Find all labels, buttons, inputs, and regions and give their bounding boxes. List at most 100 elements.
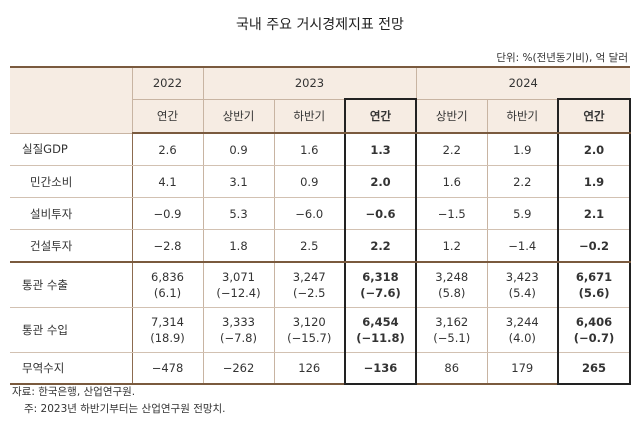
table-cell: 1.6 bbox=[416, 165, 487, 198]
period-header: 상반기 bbox=[202, 99, 274, 134]
cell-growth: (−12.4) bbox=[216, 286, 261, 300]
table-cell-highlight: −0.6 bbox=[344, 197, 417, 230]
table-cell-highlight: 1.3 bbox=[344, 133, 417, 166]
table-row: 통관 수입 7,314 (18.9) 3,333 (−7.8) 3,120 (−15.… bbox=[10, 307, 632, 353]
table-cell-highlight: 2.1 bbox=[556, 197, 632, 230]
table-cell-highlight: 6,318 (−7.6) bbox=[344, 262, 417, 308]
table-cell: 3,247 (−2.5 bbox=[273, 262, 345, 308]
table-cell: 2.2 bbox=[416, 133, 487, 166]
table-cell-highlight: 265 bbox=[556, 352, 632, 385]
table-cell: 1.2 bbox=[416, 229, 487, 263]
year-header-2023: 2023 bbox=[202, 67, 416, 100]
cell-growth: (5.4) bbox=[508, 286, 536, 300]
footnotes: 자료: 한국은행, 산업연구원. 주: 2023년 하반기부터는 산업연구원 전… bbox=[12, 384, 226, 418]
period-header: 하반기 bbox=[273, 99, 345, 134]
forecast-table: 2022 2023 2024 연간 상반기 하반기 연간 상반기 하반기 연간 … bbox=[10, 66, 632, 385]
cell-value: 6,318 bbox=[362, 270, 399, 284]
table-cell-highlight: 2.0 bbox=[344, 165, 417, 198]
table-cell: 3,244 (4.0) bbox=[486, 307, 558, 353]
table-cell: 3,162 (−5.1) bbox=[416, 307, 487, 353]
row-label: 통관 수입 bbox=[10, 307, 132, 353]
table-cell: −478 bbox=[131, 352, 203, 384]
table-cell: 3,248 (5.8) bbox=[416, 262, 487, 308]
year-header-row: 2022 2023 2024 bbox=[10, 67, 631, 134]
cell-value: 7,314 bbox=[151, 315, 184, 329]
table-cell: −262 bbox=[202, 352, 274, 384]
cell-value: 3,423 bbox=[505, 270, 539, 284]
table-cell-highlight: 2.0 bbox=[556, 133, 632, 166]
table-cell: 86 bbox=[444, 361, 460, 375]
cell-growth: (−2.5 bbox=[293, 286, 326, 300]
row-label: 통관 수출 bbox=[10, 262, 132, 308]
cell-value: 6,406 bbox=[575, 315, 613, 329]
table-row: 민간소비 4.1 3.1 0.9 2.0 1.6 2.2 1.9 bbox=[10, 165, 632, 198]
table-cell: 179 bbox=[486, 352, 558, 384]
row-label: 민간소비 bbox=[10, 165, 132, 198]
table-cell: 2.2 bbox=[486, 165, 558, 198]
table-cell: 3,071 (−12.4) bbox=[202, 262, 274, 308]
period-header: 하반기 bbox=[486, 99, 558, 134]
table-cell-highlight: 2.2 bbox=[344, 229, 417, 263]
table-cell: 3,333 (−7.8) bbox=[202, 307, 274, 353]
period-header: 상반기 bbox=[416, 99, 487, 134]
table-row: 건설투자 −2.8 1.8 2.5 2.2 1.2 −1.4 −0.2 bbox=[10, 229, 632, 263]
row-label: 건설투자 bbox=[10, 229, 132, 263]
cell-value: 6,454 bbox=[362, 315, 399, 329]
cell-growth: (4.0) bbox=[508, 331, 536, 345]
table-cell: 4.1 bbox=[131, 165, 203, 198]
table-cell: 6,836 (6.1) bbox=[131, 262, 203, 308]
table-cell: 126 bbox=[273, 352, 345, 384]
cell-value: 3,162 bbox=[435, 315, 469, 329]
cell-value: 3,333 bbox=[222, 315, 255, 329]
row-label: 설비투자 bbox=[10, 197, 132, 230]
row-label: 실질GDP bbox=[10, 133, 132, 166]
table-cell: −2.8 bbox=[131, 229, 203, 263]
table-row: 통관 수출 6,836 (6.1) 3,071 (−12.4) 3,247 (−2.5… bbox=[10, 262, 632, 308]
row-label: 무역수지 bbox=[22, 361, 65, 375]
cell-growth: (−7.6) bbox=[360, 286, 401, 300]
cell-growth: (−11.8) bbox=[356, 331, 405, 345]
cell-growth: (−5.1) bbox=[433, 331, 471, 345]
table-cell: −1.4 bbox=[486, 229, 558, 263]
footnote: 주: 2023년 하반기부터는 산업연구원 전망치. bbox=[24, 403, 226, 415]
cell-growth: (18.9) bbox=[150, 331, 185, 345]
table-row: 실질GDP 2.6 0.9 1.6 1.3 2.2 1.9 2.0 bbox=[10, 133, 632, 166]
cell-value: 6,671 bbox=[575, 270, 613, 284]
table-cell: −1.5 bbox=[416, 197, 487, 230]
table-cell-highlight: 6,406 (−0.7) bbox=[556, 307, 632, 353]
table-row: 설비투자 −0.9 5.3 −6.0 −0.6 −1.5 5.9 2.1 bbox=[10, 197, 632, 230]
cell-growth: (6.1) bbox=[153, 286, 182, 300]
year-header-2022: 2022 bbox=[131, 67, 203, 100]
cell-value: 3,071 bbox=[222, 270, 255, 284]
cell-growth: (5.8) bbox=[438, 286, 466, 300]
table-cell: 3.1 bbox=[202, 165, 274, 198]
period-header-row: 연간 상반기 하반기 연간 상반기 하반기 연간 bbox=[10, 98, 632, 134]
table-cell-highlight: 6,454 (−11.8) bbox=[344, 307, 417, 353]
table-cell: 3,120 (−15.7) bbox=[273, 307, 345, 353]
table-cell-highlight: −0.2 bbox=[556, 229, 632, 263]
table-cell: 0.9 bbox=[202, 133, 274, 166]
cell-value: 3,120 bbox=[292, 315, 326, 329]
table-cell: 0.9 bbox=[273, 165, 345, 198]
table-cell: 7,314 (18.9) bbox=[131, 307, 203, 353]
table-cell: 5.9 bbox=[486, 197, 558, 230]
cell-value: 3,248 bbox=[435, 270, 469, 284]
table-cell: 1.6 bbox=[273, 133, 345, 166]
table-title: 국내 주요 거시경제지표 전망 bbox=[236, 17, 404, 33]
cell-value: 3,247 bbox=[292, 270, 326, 284]
table-cell: 2.5 bbox=[273, 229, 345, 263]
unit-note: 단위: %(전년동기비), 억 달러 bbox=[496, 52, 628, 64]
cell-value: 6,836 bbox=[151, 270, 184, 284]
table-cell: −6.0 bbox=[273, 197, 345, 230]
table-cell: 1.9 bbox=[486, 133, 558, 166]
table-cell-highlight: 1.9 bbox=[556, 165, 632, 198]
source-note: 자료: 한국은행, 산업연구원. bbox=[12, 386, 136, 398]
cell-growth: (−0.7) bbox=[573, 331, 615, 345]
header-blank-cell bbox=[10, 67, 132, 134]
cell-growth: (5.6) bbox=[578, 286, 610, 300]
period-header-highlight: 연간 bbox=[344, 98, 417, 134]
table-cell: −0.9 bbox=[131, 197, 203, 230]
cell-value: 3,244 bbox=[505, 315, 539, 329]
period-header: 연간 bbox=[131, 99, 203, 134]
table-cell-highlight: 6,671 (5.6) bbox=[556, 262, 632, 308]
